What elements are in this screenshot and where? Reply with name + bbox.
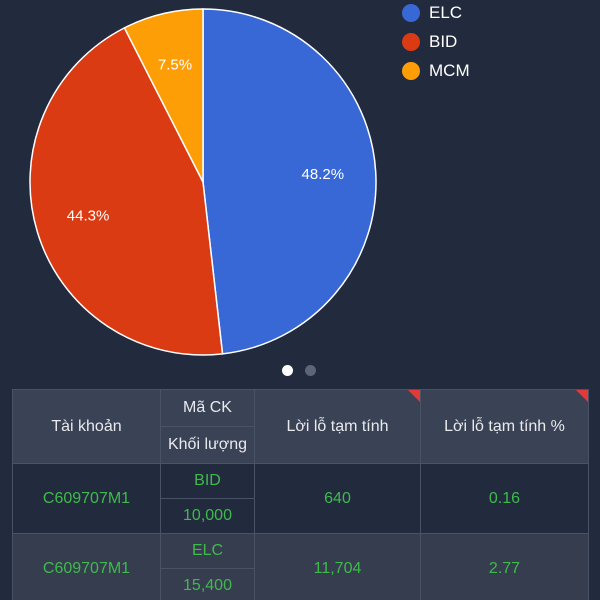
header-pnl-pct[interactable]: Lời lỗ tạm tính % [420,389,589,464]
legend-swatch-bid [402,33,420,51]
table-header-row-1: Tài khoản Mã CK Lời lỗ tạm tính Lời lỗ t… [12,389,589,464]
header-account[interactable]: Tài khoản [12,389,161,464]
cell-volume: 10,000 [160,498,255,534]
pie-chart-svg: 48.2% 44.3% 7.5% [29,8,377,356]
table-row[interactable]: C609707M1 BID 640 0.16 [12,463,589,534]
header-symbol-label: Mã CK [183,399,232,416]
legend-label-mcm: MCM [429,61,470,80]
cell-account: C609707M1 [12,533,161,600]
legend-label-elc: ELC [429,3,463,22]
legend-item-elc[interactable]: ELC [402,3,462,23]
sort-marker-icon [408,390,420,402]
table-row[interactable]: C609707M1 ELC 11,704 2.77 [12,533,589,600]
allocation-pie-chart[interactable]: 48.2% 44.3% 7.5% ELC BID MCM [0,0,600,385]
header-pnl-label: Lời lỗ tạm tính [286,417,389,435]
cell-pnl: 11,704 [254,533,421,600]
legend-label-bid: BID [429,32,458,51]
cell-symbol: BID [160,463,255,499]
pie-label-bid: 44.3% [67,208,110,225]
pager-dot-1[interactable] [282,365,293,376]
pie-label-elc: 48.2% [302,166,345,183]
pager-dot-2[interactable] [305,365,316,376]
cell-account: C609707M1 [12,463,161,534]
cell-volume: 15,400 [160,568,255,600]
header-pnl[interactable]: Lời lỗ tạm tính [254,389,421,464]
header-volume-label: Khối lượng [167,436,248,453]
legend-item-bid[interactable]: BID [402,32,457,52]
table-row-sub[interactable]: 10,000 [13,498,589,534]
sort-marker-icon [576,390,588,402]
header-account-label: Tài khoản [51,417,122,435]
pie-slice-elc[interactable] [202,8,377,355]
cell-pnl: 640 [254,463,421,534]
table-header-row-2: Khối lượng [13,426,589,464]
holdings-table: Tài khoản Mã CK Lời lỗ tạm tính Lời lỗ t… [12,389,589,600]
cell-pnl-pct: 0.16 [420,463,589,534]
legend-swatch-mcm [402,62,420,80]
chart-pager [282,365,316,376]
legend-swatch-elc [402,4,420,22]
header-volume[interactable]: Khối lượng [160,426,255,464]
table-row-sub[interactable]: 15,400 [13,568,589,600]
pie-slice-bid[interactable] [29,26,224,356]
pie-label-mcm: 7.5% [158,56,192,73]
pie-slice-mcm[interactable] [123,8,204,183]
cell-symbol: ELC [160,533,255,569]
cell-pnl-pct: 2.77 [420,533,589,600]
header-symbol[interactable]: Mã CK [160,389,255,427]
legend-item-mcm[interactable]: MCM [402,61,470,81]
header-pnl-pct-label: Lời lỗ tạm tính % [444,417,565,435]
